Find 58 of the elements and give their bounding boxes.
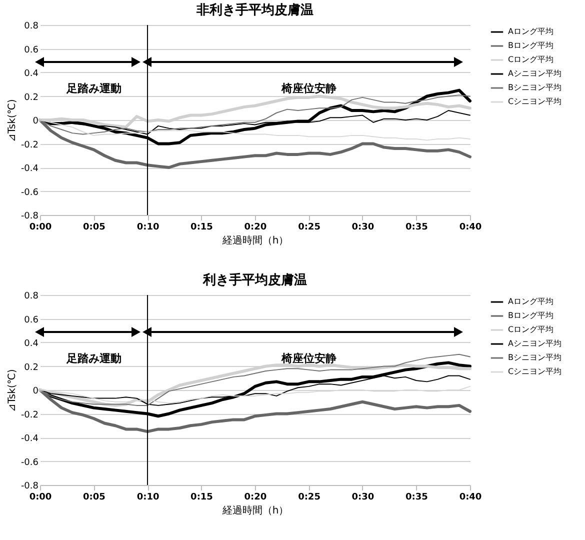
y-axis-title: ⊿Tsk(℃) [6,98,18,142]
y-tick-label: 0.4 [24,339,39,349]
legend-label: Bシニヨン平均 [508,353,562,362]
annotation: 椅座位安静 [280,82,336,95]
legend-label: Cロング平均 [508,325,554,334]
x-tick-label: 0:30 [352,222,374,232]
x-tick-label: 0:20 [244,492,267,502]
legend-label: Cロング平均 [508,55,554,64]
y-tick-label: 0.2 [24,362,38,373]
x-tick-label: 0:15 [190,222,213,232]
x-tick-label: 0:30 [352,492,374,502]
x-tick-label: 0:00 [29,222,52,232]
y-tick-label: 0.4 [24,69,39,79]
x-tick-label: 0:25 [298,222,320,232]
x-tick-label: 0:35 [406,222,428,232]
y-tick-label: -0.4 [20,434,39,444]
y-tick-label: -0.4 [20,164,39,174]
x-tick-label: 0:10 [136,222,160,232]
legend-label: Aシニヨン平均 [508,339,562,348]
y-tick-label: -0.2 [20,140,38,150]
x-axis-title: 経過時間（h） [221,234,289,246]
y-tick-label: -0.8 [20,482,39,492]
x-tick-label: 0:10 [136,492,160,502]
x-tick-label: 0:25 [298,492,320,502]
y-tick-label: 0 [32,116,39,126]
annotation: 椅座位安静 [280,352,336,365]
y-tick-label: -0.2 [20,410,38,420]
legend-label: Aロング平均 [508,27,554,36]
x-tick-label: 0:15 [190,492,213,502]
legend-label: Cシニヨン平均 [508,367,562,376]
y-tick-label: -0.6 [20,188,39,198]
x-tick-label: 0:05 [83,222,106,232]
chart-title: 非利き手平均皮膚温 [196,2,314,18]
legend-label: Aシニヨン平均 [508,69,562,78]
x-tick-label: 0:40 [459,222,482,232]
annotation: 足踏み運動 [65,82,122,95]
legend-label: Cシニヨン平均 [508,97,562,106]
y-axis-title: ⊿Tsk(℃) [6,368,18,412]
y-tick-label: -0.8 [20,212,39,222]
x-tick-label: 0:35 [406,492,428,502]
chart-title: 利き手平均皮膚温 [202,272,307,288]
legend-label: Bロング平均 [508,311,554,320]
y-tick-label: -0.6 [20,458,39,468]
x-axis-title: 経過時間（h） [221,504,289,516]
legend-label: Bロング平均 [508,41,554,50]
y-tick-label: 0.2 [24,92,38,103]
y-tick-label: 0.8 [24,292,39,302]
legend-label: Bシニヨン平均 [508,83,562,92]
y-tick-label: 0.6 [24,315,39,326]
x-tick-label: 0:20 [244,222,267,232]
x-tick-label: 0:00 [29,492,52,502]
legend-label: Aロング平均 [508,297,554,306]
x-tick-label: 0:05 [83,492,106,502]
x-tick-label: 0:40 [459,492,482,502]
y-tick-label: 0.8 [24,22,39,32]
y-tick-label: 0.6 [24,45,39,56]
y-tick-label: 0 [32,386,39,396]
annotation: 足踏み運動 [65,352,122,365]
